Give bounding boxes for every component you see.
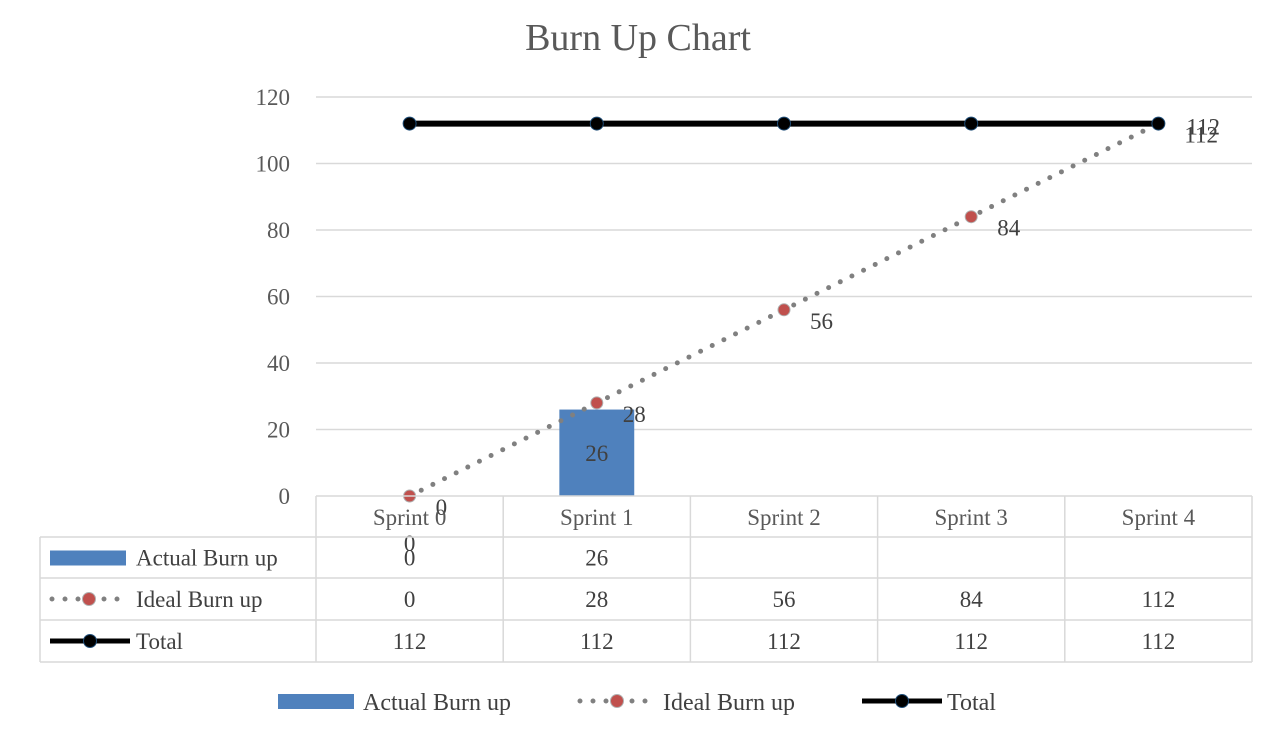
y-tick-label: 40 bbox=[267, 351, 290, 376]
series-marker bbox=[777, 116, 791, 131]
y-tick-label: 120 bbox=[256, 85, 291, 110]
line-data-label: 56 bbox=[810, 309, 833, 334]
gridlines bbox=[316, 96, 1252, 431]
line-data-label: 112 bbox=[1186, 115, 1220, 140]
series-marker bbox=[964, 116, 979, 131]
line-series bbox=[402, 116, 1166, 503]
table-cell: 112 bbox=[767, 629, 801, 654]
table-cell: 84 bbox=[960, 587, 984, 612]
data-table: Sprint 0 Sprint 1 Sprint 2 Sprint 3 Sprint 4… bbox=[39, 495, 1253, 663]
legend-key-marker bbox=[610, 694, 624, 708]
legend-key-bar bbox=[50, 550, 126, 566]
line-data-label: 112 bbox=[1184, 123, 1218, 148]
legend-key-bar bbox=[278, 694, 354, 709]
bar bbox=[559, 409, 635, 496]
category-label: Sprint 3 bbox=[934, 505, 1007, 530]
legend-label: Total bbox=[947, 690, 996, 716]
line-data-label: 0 bbox=[436, 495, 448, 520]
chart-title: Burn Up Chart bbox=[525, 17, 751, 59]
table-cell: 112 bbox=[1142, 629, 1176, 654]
bar-series bbox=[559, 409, 635, 496]
y-tick-label: 60 bbox=[267, 285, 290, 310]
legend-key-marker bbox=[82, 592, 96, 606]
series-marker bbox=[1151, 116, 1166, 131]
category-label: Sprint 1 bbox=[560, 505, 633, 530]
table-cell: 112 bbox=[393, 629, 427, 654]
bar-data-label: 26 bbox=[585, 441, 608, 466]
category-label: Sprint 2 bbox=[747, 505, 820, 530]
category-label: Sprint 0 bbox=[373, 505, 446, 530]
table-row-label: Total bbox=[136, 629, 183, 654]
series-marker bbox=[402, 116, 417, 131]
y-axis: 0 20 40 60 80 100 120 bbox=[256, 85, 291, 509]
table-cell: 28 bbox=[585, 587, 608, 612]
legend-key-marker bbox=[895, 694, 909, 708]
table-cell: 0 bbox=[404, 587, 416, 612]
table-cell: 112 bbox=[1142, 587, 1176, 612]
series-marker bbox=[589, 116, 604, 131]
bar-data-label: 0 bbox=[404, 531, 416, 556]
legend-label: Ideal Burn up bbox=[663, 690, 795, 716]
legend-key-marker bbox=[83, 634, 97, 648]
table-cell: 112 bbox=[580, 629, 614, 654]
y-tick-label: 100 bbox=[256, 152, 291, 177]
line-data-label: 28 bbox=[623, 402, 646, 427]
table-cell: 0 bbox=[404, 546, 416, 571]
line-data-label: 84 bbox=[997, 216, 1021, 241]
legend: Actual Burn up Ideal Burn up Total bbox=[278, 690, 996, 716]
legend-label: Actual Burn up bbox=[363, 690, 511, 716]
y-tick-label: 80 bbox=[267, 218, 290, 243]
table-row-label: Ideal Burn up bbox=[136, 587, 262, 612]
series-marker bbox=[777, 303, 791, 317]
y-tick-label: 20 bbox=[267, 418, 290, 443]
category-label: Sprint 4 bbox=[1122, 505, 1196, 530]
table-cell: 26 bbox=[585, 546, 608, 571]
table-cell: 56 bbox=[773, 587, 796, 612]
series-marker bbox=[964, 210, 978, 224]
y-tick-label: 0 bbox=[279, 484, 291, 509]
table-cell: 112 bbox=[954, 629, 988, 654]
series-marker bbox=[590, 396, 604, 410]
table-row-label: Actual Burn up bbox=[136, 546, 278, 571]
